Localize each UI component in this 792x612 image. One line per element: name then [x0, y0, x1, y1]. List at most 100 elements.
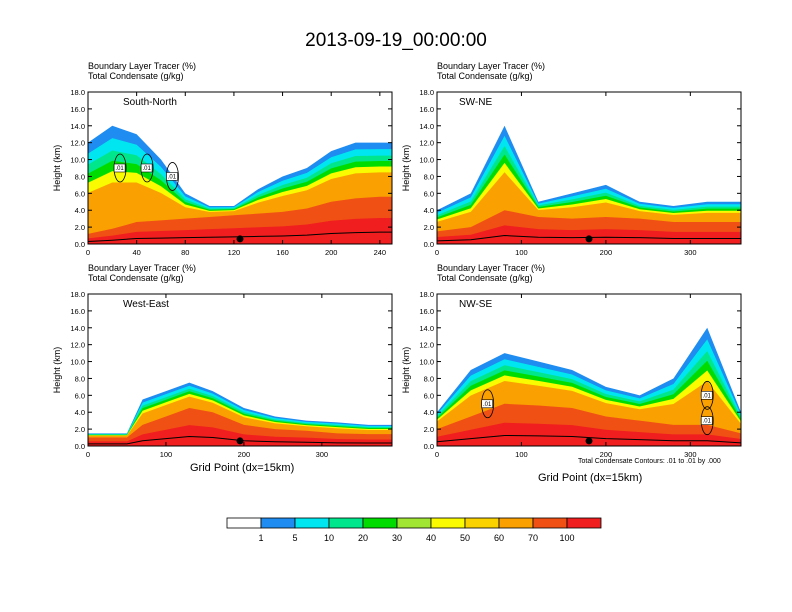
contour-label-box [700, 391, 713, 400]
boundary-layer-core [88, 217, 392, 244]
colorbar-label: 5 [292, 533, 297, 543]
contour-note: Total Condensate Contours: .01 to .01 by… [578, 458, 721, 465]
y-tick-label: 16.0 [70, 105, 85, 114]
colorbar-swatch [498, 517, 534, 529]
x-tick-label: 120 [228, 248, 241, 257]
y-tick-label: 14.0 [419, 324, 434, 333]
colorbar-label: 30 [392, 533, 402, 543]
y-tick-label: 6.0 [424, 391, 434, 400]
panel-label: SW-NE [459, 97, 492, 108]
x-tick-label: 160 [276, 248, 289, 257]
boundary-layer-core [437, 225, 741, 244]
y-tick-label: 2.0 [75, 425, 85, 434]
panel-1-subtitle-line1: Boundary Layer Tracer (%) [88, 61, 197, 71]
y-tick-label: 12.0 [419, 341, 434, 350]
panel-1-subtitle-line2: Total Condensate (g/kg) [88, 71, 184, 81]
contour-label-box [166, 172, 178, 181]
y-tick-label: 8.0 [424, 172, 434, 181]
main-title: 2013-09-19_00:00:00 [305, 30, 487, 51]
y-tick-label: 10.0 [70, 156, 85, 165]
colorbar-swatch [532, 517, 568, 529]
colorbar-label: 20 [358, 533, 368, 543]
location-marker [585, 437, 593, 445]
terrain-line [437, 235, 741, 242]
y-tick-label: 12.0 [419, 139, 434, 148]
y-tick-label: 16.0 [419, 307, 434, 316]
y-tick-label: 4.0 [424, 206, 434, 215]
contour-label-box [113, 163, 126, 173]
panel-4-subtitle-line2: Total Condensate (g/kg) [437, 273, 533, 283]
x-tick-label: 0 [86, 450, 90, 459]
y-tick-label: 18.0 [419, 290, 434, 299]
panel-frame [436, 293, 742, 447]
y-tick-label: 4.0 [75, 408, 85, 417]
panel-4-xlabel: Grid Point (dx=15km) [538, 472, 643, 484]
y-tick-label: 0.0 [424, 240, 434, 249]
y-tick-label: 0.0 [75, 240, 85, 249]
y-tick-label: 18.0 [70, 88, 85, 97]
x-tick-label: 300 [684, 450, 697, 459]
y-axis-label: Height (km) [401, 347, 411, 394]
y-tick-label: 14.0 [70, 122, 85, 131]
contour-label: .01 [142, 166, 151, 172]
colorbar-label: 1 [258, 533, 263, 543]
panel-label: NW-SE [459, 299, 492, 310]
terrain-line [88, 435, 392, 445]
y-tick-label: 14.0 [70, 324, 85, 333]
x-tick-label: 300 [684, 248, 697, 257]
y-tick-label: 2.0 [424, 223, 434, 232]
y-tick-label: 4.0 [75, 206, 85, 215]
x-tick-label: 100 [515, 450, 528, 459]
y-tick-label: 16.0 [419, 105, 434, 114]
x-tick-label: 200 [238, 450, 251, 459]
colorbar-swatch [328, 517, 364, 529]
contour-label: .01 [703, 419, 712, 425]
location-marker [236, 437, 244, 445]
y-tick-label: 6.0 [75, 189, 85, 198]
y-tick-label: 18.0 [419, 88, 434, 97]
contour-label: .01 [483, 402, 492, 408]
y-axis-label: Height (km) [401, 145, 411, 192]
panel-label: West-East [123, 299, 169, 310]
y-tick-label: 8.0 [75, 374, 85, 383]
location-marker [236, 235, 244, 243]
colorbar-label: 70 [528, 533, 538, 543]
contour-label-box [140, 163, 153, 173]
colorbar-swatch [362, 517, 398, 529]
panel-2-field [437, 125, 741, 244]
panel-3-subtitle-line1: Boundary Layer Tracer (%) [88, 263, 197, 273]
y-tick-label: 16.0 [70, 307, 85, 316]
panel-label: South-North [123, 97, 177, 108]
y-tick-label: 10.0 [419, 358, 434, 367]
panel-3-xlabel: Grid Point (dx=15km) [190, 462, 295, 474]
panel-4-subtitle-line1: Boundary Layer Tracer (%) [437, 263, 546, 273]
x-tick-label: 100 [160, 450, 173, 459]
x-tick-label: 200 [600, 248, 613, 257]
panel-frame [87, 293, 393, 447]
y-tick-label: 4.0 [424, 408, 434, 417]
boundary-layer-core [88, 425, 392, 446]
y-tick-label: 14.0 [419, 122, 434, 131]
y-tick-label: 0.0 [424, 442, 434, 451]
terrain-line [437, 434, 741, 444]
x-tick-label: 80 [181, 248, 189, 257]
x-tick-label: 40 [132, 248, 140, 257]
contour-label: .01 [115, 166, 124, 172]
colorbar-swatch [294, 517, 330, 529]
y-tick-label: 8.0 [75, 172, 85, 181]
panel-3-subtitle-line2: Total Condensate (g/kg) [88, 273, 184, 283]
y-tick-label: 0.0 [75, 442, 85, 451]
y-tick-label: 2.0 [75, 223, 85, 232]
panel-1-field [88, 125, 392, 244]
colorbar-swatch [464, 517, 500, 529]
panel-3-subtitle: Boundary Layer Tracer (%) Total Condensa… [88, 263, 196, 283]
colorbar-swatch [260, 517, 296, 529]
contour-label: .01 [703, 393, 712, 399]
y-tick-label: 10.0 [419, 156, 434, 165]
panel-frame [87, 91, 393, 245]
y-tick-label: 6.0 [75, 391, 85, 400]
